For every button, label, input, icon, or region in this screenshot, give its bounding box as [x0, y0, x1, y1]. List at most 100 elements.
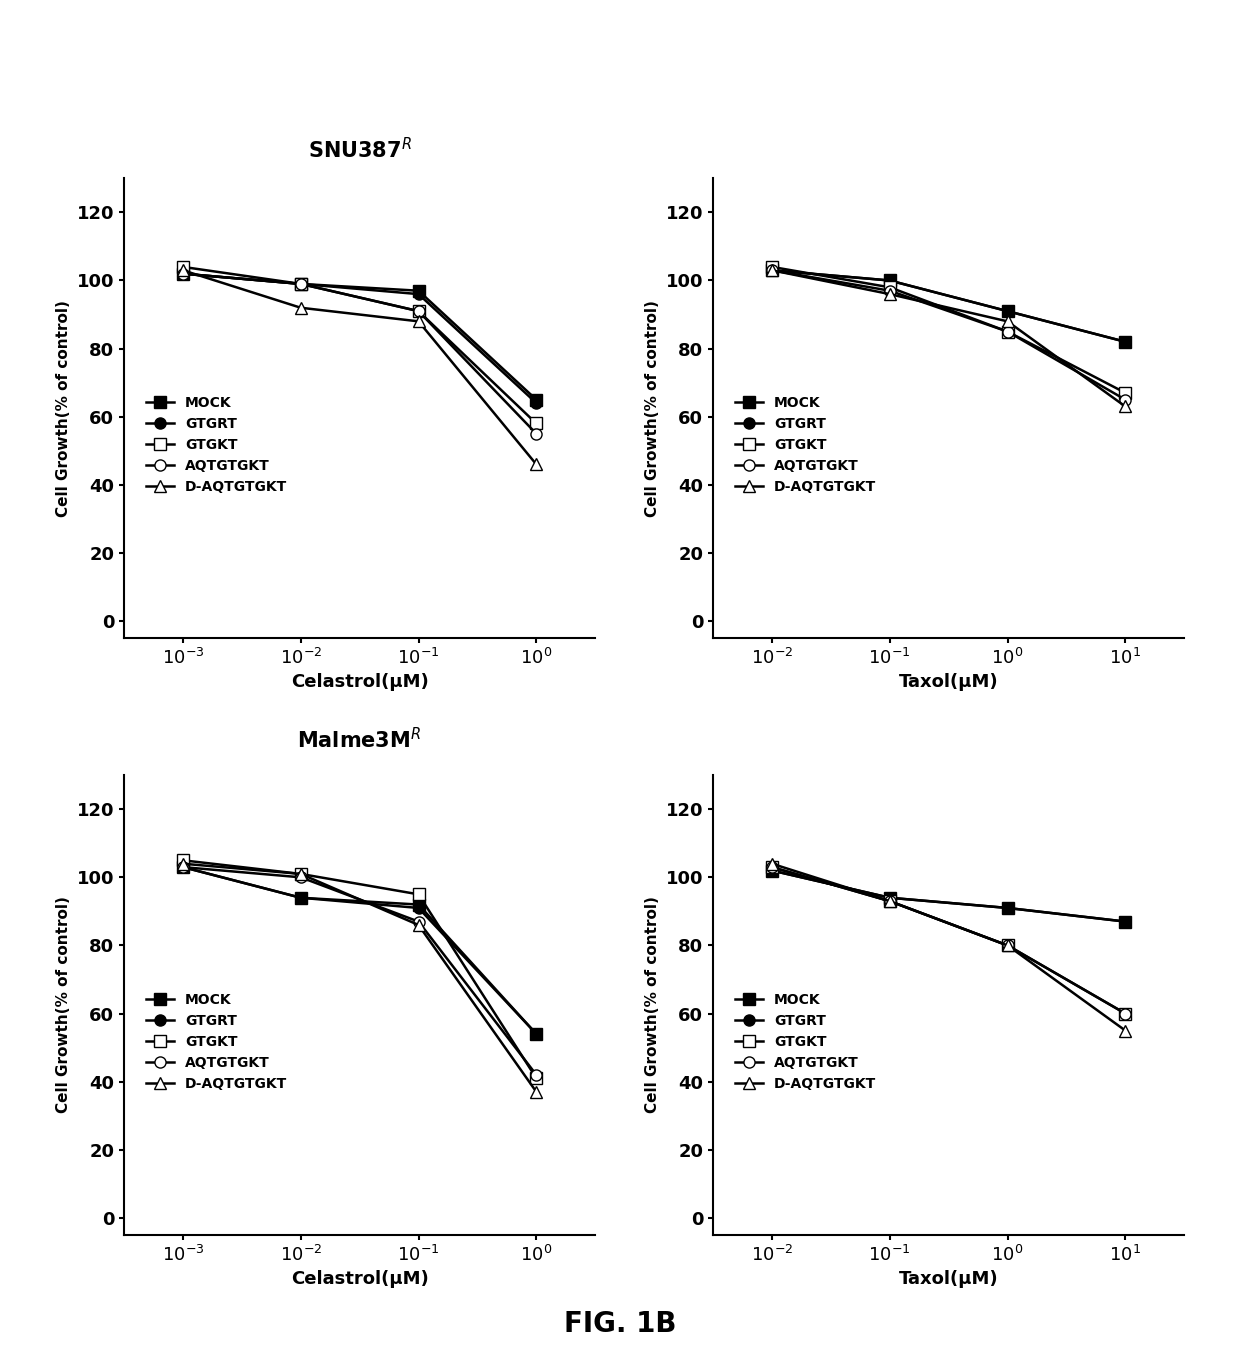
GTGKT: [412, 886, 427, 903]
X-axis label: Taxol(μM): Taxol(μM): [899, 1270, 998, 1288]
Legend: MOCK, GTGRT, GTGKT, AQTGTGKT, D-AQTGTGKT: MOCK, GTGRT, GTGKT, AQTGTGKT, D-AQTGTGKT: [140, 988, 293, 1096]
MOCK: [176, 859, 191, 875]
MOCK: [528, 391, 543, 407]
Line: AQTGTGKT: AQTGTGKT: [766, 265, 1131, 405]
D-AQTGTGKT: [883, 893, 898, 910]
D-AQTGTGKT: [1118, 1022, 1133, 1039]
Text: Malme3M$^R$: Malme3M$^R$: [298, 727, 422, 752]
GTGKT: [528, 416, 543, 432]
AQTGTGKT: [293, 868, 308, 885]
D-AQTGTGKT: [176, 262, 191, 279]
D-AQTGTGKT: [293, 866, 308, 882]
GTGKT: [176, 852, 191, 868]
AQTGTGKT: [1118, 1006, 1133, 1022]
GTGKT: [1118, 384, 1133, 401]
GTGKT: [764, 859, 779, 875]
Text: FIG. 1B: FIG. 1B: [564, 1310, 676, 1338]
Line: D-AQTGTGKT: D-AQTGTGKT: [177, 858, 542, 1098]
Line: D-AQTGTGKT: D-AQTGTGKT: [766, 265, 1131, 412]
Line: MOCK: MOCK: [766, 265, 1131, 347]
AQTGTGKT: [176, 859, 191, 875]
Line: D-AQTGTGKT: D-AQTGTGKT: [177, 265, 542, 469]
MOCK: [412, 896, 427, 912]
Legend: MOCK, GTGRT, GTGKT, AQTGTGKT, D-AQTGTGKT: MOCK, GTGRT, GTGKT, AQTGTGKT, D-AQTGTGKT: [140, 391, 293, 499]
GTGKT: [412, 303, 427, 320]
Line: GTGRT: GTGRT: [177, 268, 542, 409]
D-AQTGTGKT: [293, 299, 308, 316]
D-AQTGTGKT: [1118, 398, 1133, 414]
AQTGTGKT: [999, 324, 1014, 340]
GTGRT: [412, 900, 427, 916]
Legend: MOCK, GTGRT, GTGKT, AQTGTGKT, D-AQTGTGKT: MOCK, GTGRT, GTGKT, AQTGTGKT, D-AQTGTGKT: [729, 391, 882, 499]
MOCK: [883, 889, 898, 906]
AQTGTGKT: [764, 859, 779, 875]
MOCK: [293, 276, 308, 292]
MOCK: [1118, 914, 1133, 930]
GTGKT: [293, 866, 308, 882]
D-AQTGTGKT: [883, 285, 898, 302]
GTGKT: [883, 279, 898, 295]
AQTGTGKT: [412, 914, 427, 930]
GTGRT: [1118, 914, 1133, 930]
AQTGTGKT: [528, 425, 543, 442]
AQTGTGKT: [883, 283, 898, 299]
Y-axis label: Cell Growth(% of control): Cell Growth(% of control): [645, 896, 660, 1114]
AQTGTGKT: [412, 303, 427, 320]
MOCK: [999, 900, 1014, 916]
AQTGTGKT: [999, 937, 1014, 954]
D-AQTGTGKT: [528, 456, 543, 472]
GTGKT: [1118, 1006, 1133, 1022]
MOCK: [176, 265, 191, 281]
AQTGTGKT: [1118, 391, 1133, 407]
GTGKT: [293, 276, 308, 292]
MOCK: [883, 272, 898, 288]
Line: GTGKT: GTGKT: [766, 862, 1131, 1019]
Line: GTGKT: GTGKT: [177, 261, 542, 429]
D-AQTGTGKT: [999, 937, 1014, 954]
GTGKT: [999, 937, 1014, 954]
AQTGTGKT: [764, 262, 779, 279]
GTGRT: [883, 889, 898, 906]
GTGRT: [1118, 333, 1133, 350]
Line: MOCK: MOCK: [177, 862, 542, 1040]
Text: SNU387$^R$: SNU387$^R$: [308, 137, 412, 162]
Line: GTGRT: GTGRT: [766, 265, 1131, 347]
AQTGTGKT: [883, 893, 898, 910]
GTGRT: [528, 395, 543, 412]
Legend: MOCK, GTGRT, GTGKT, AQTGTGKT, D-AQTGTGKT: MOCK, GTGRT, GTGKT, AQTGTGKT, D-AQTGTGKT: [729, 988, 882, 1096]
Line: GTGKT: GTGKT: [766, 261, 1131, 398]
D-AQTGTGKT: [176, 856, 191, 873]
Line: AQTGTGKT: AQTGTGKT: [177, 268, 542, 439]
X-axis label: Celastrol(μM): Celastrol(μM): [290, 674, 429, 691]
MOCK: [764, 262, 779, 279]
AQTGTGKT: [176, 265, 191, 281]
Line: MOCK: MOCK: [177, 268, 542, 405]
MOCK: [764, 862, 779, 878]
GTGKT: [176, 259, 191, 276]
Line: MOCK: MOCK: [766, 864, 1131, 927]
Y-axis label: Cell Growth(% of control): Cell Growth(% of control): [56, 299, 71, 517]
MOCK: [1118, 333, 1133, 350]
X-axis label: Taxol(μM): Taxol(μM): [899, 674, 998, 691]
GTGRT: [764, 862, 779, 878]
D-AQTGTGKT: [764, 262, 779, 279]
AQTGTGKT: [293, 276, 308, 292]
GTGRT: [999, 900, 1014, 916]
Line: AQTGTGKT: AQTGTGKT: [177, 862, 542, 1080]
Line: GTGRT: GTGRT: [177, 862, 542, 1040]
GTGRT: [528, 1026, 543, 1043]
D-AQTGTGKT: [412, 916, 427, 933]
GTGRT: [999, 303, 1014, 320]
Line: GTGRT: GTGRT: [766, 864, 1131, 927]
GTGRT: [764, 262, 779, 279]
Line: GTGKT: GTGKT: [177, 855, 542, 1084]
MOCK: [999, 303, 1014, 320]
GTGKT: [999, 324, 1014, 340]
Line: D-AQTGTGKT: D-AQTGTGKT: [766, 858, 1131, 1036]
D-AQTGTGKT: [528, 1084, 543, 1100]
GTGKT: [883, 893, 898, 910]
Y-axis label: Cell Growth(% of control): Cell Growth(% of control): [645, 299, 660, 517]
AQTGTGKT: [528, 1066, 543, 1083]
D-AQTGTGKT: [412, 313, 427, 329]
GTGKT: [528, 1070, 543, 1087]
